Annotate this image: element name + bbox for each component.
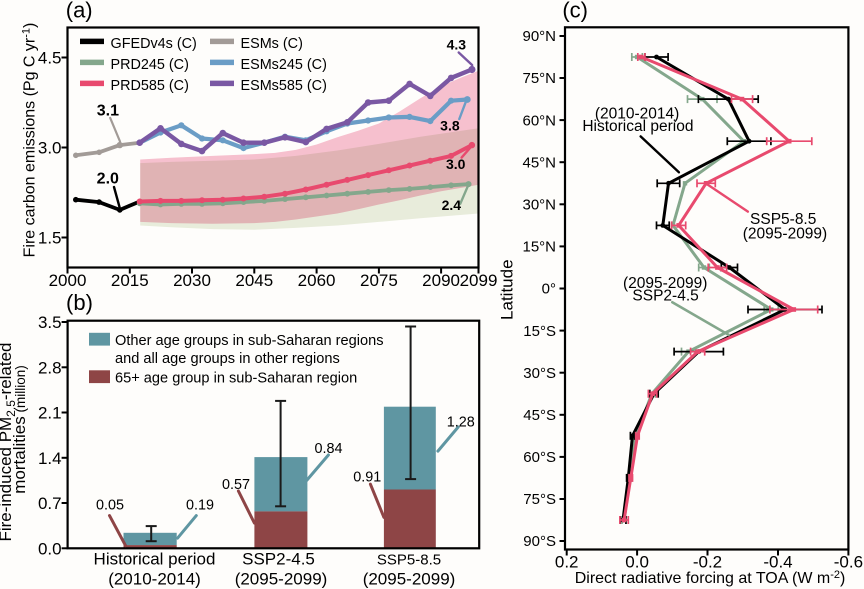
svg-text:-0.6: -0.6 <box>834 553 863 572</box>
svg-text:0.05: 0.05 <box>96 498 124 514</box>
svg-text:60°S: 60°S <box>523 449 556 466</box>
svg-text:0.57: 0.57 <box>222 477 250 493</box>
svg-text:Fire-induced PM2.5-related: Fire-induced PM2.5-related <box>0 342 18 541</box>
svg-text:3.1: 3.1 <box>97 103 119 120</box>
svg-text:ESMs585 (C): ESMs585 (C) <box>241 78 327 94</box>
svg-text:1.28: 1.28 <box>447 415 475 431</box>
svg-text:-0.4: -0.4 <box>763 553 792 572</box>
svg-text:(2095-2099): (2095-2099) <box>235 570 328 589</box>
svg-text:0.0: 0.0 <box>38 539 62 558</box>
svg-text:15°N: 15°N <box>522 239 556 256</box>
svg-text:3.0: 3.0 <box>446 156 466 172</box>
svg-text:and all age groups in other re: and all age groups in other regions <box>115 351 340 367</box>
svg-text:2090: 2090 <box>422 271 460 290</box>
svg-text:SSP5-8.5: SSP5-8.5 <box>750 211 816 228</box>
svg-text:GFEDv4s (C): GFEDv4s (C) <box>111 36 197 52</box>
svg-text:mortalities (million): mortalities (million) <box>10 365 29 493</box>
svg-text:PRD245 (C): PRD245 (C) <box>111 57 189 73</box>
svg-text:2060: 2060 <box>298 271 336 290</box>
svg-text:0.19: 0.19 <box>186 498 214 514</box>
svg-text:3.8: 3.8 <box>440 118 460 134</box>
svg-text:0.2: 0.2 <box>555 553 579 572</box>
svg-text:75°N: 75°N <box>522 70 556 87</box>
svg-text:0°: 0° <box>542 281 556 298</box>
svg-text:90°N: 90°N <box>522 28 556 45</box>
svg-text:Other age groups in sub-Sahara: Other age groups in sub-Saharan regions <box>115 333 384 349</box>
svg-text:2.4: 2.4 <box>442 197 462 213</box>
svg-text:2030: 2030 <box>173 271 211 290</box>
svg-text:Historical period: Historical period <box>94 550 216 569</box>
svg-text:2099: 2099 <box>460 271 498 290</box>
svg-text:PRD585 (C): PRD585 (C) <box>111 78 189 94</box>
svg-text:2.0: 2.0 <box>97 171 119 188</box>
svg-text:90°S: 90°S <box>523 533 556 550</box>
svg-text:(c): (c) <box>562 0 588 23</box>
svg-text:SSP5-8.5: SSP5-8.5 <box>377 552 441 569</box>
svg-text:SSP2-4.5: SSP2-4.5 <box>242 550 315 569</box>
svg-text:0.0: 0.0 <box>625 553 649 572</box>
svg-text:60°N: 60°N <box>522 112 556 129</box>
svg-text:-0.2: -0.2 <box>693 553 722 572</box>
svg-text:30°S: 30°S <box>523 365 556 382</box>
svg-text:4.5: 4.5 <box>38 49 62 68</box>
svg-text:(2095-2099): (2095-2099) <box>743 225 827 242</box>
svg-text:45°S: 45°S <box>523 407 556 424</box>
svg-text:(2095-2099): (2095-2099) <box>623 275 707 292</box>
svg-text:75°S: 75°S <box>523 491 556 508</box>
svg-text:Fire carbon emissions (Pg C yr: Fire carbon emissions (Pg C yr-1) <box>21 23 39 258</box>
svg-text:4.3: 4.3 <box>447 36 467 52</box>
svg-text:30°N: 30°N <box>522 197 556 214</box>
svg-text:1.5: 1.5 <box>38 229 62 248</box>
svg-text:0.91: 0.91 <box>353 470 381 486</box>
svg-text:ESMs245 (C): ESMs245 (C) <box>241 57 327 73</box>
svg-text:0.7: 0.7 <box>38 494 62 513</box>
svg-text:(a): (a) <box>66 0 93 23</box>
svg-text:2.1: 2.1 <box>38 404 62 423</box>
svg-text:65+ age group in sub-Saharan r: 65+ age group in sub-Saharan region <box>115 371 357 387</box>
svg-text:15°S: 15°S <box>523 323 556 340</box>
svg-text:Historical period: Historical period <box>582 118 693 135</box>
svg-text:3.5: 3.5 <box>38 313 62 332</box>
svg-text:2015: 2015 <box>111 271 149 290</box>
svg-text:1.4: 1.4 <box>38 449 62 468</box>
svg-text:(2010-2014): (2010-2014) <box>108 570 201 589</box>
svg-text:Direct radiative forcing at TO: Direct radiative forcing at TOA (W m-2) <box>575 569 846 587</box>
svg-text:Latitude: Latitude <box>498 259 517 320</box>
svg-text:0.84: 0.84 <box>314 441 342 457</box>
svg-text:2000: 2000 <box>49 271 87 290</box>
svg-text:ESMs (C): ESMs (C) <box>241 36 303 52</box>
svg-text:(2010-2014): (2010-2014) <box>595 105 679 122</box>
svg-text:2045: 2045 <box>235 271 273 290</box>
svg-text:45°N: 45°N <box>522 154 556 171</box>
svg-text:SSP2-4.5: SSP2-4.5 <box>632 288 698 305</box>
svg-text:(b): (b) <box>66 290 93 315</box>
svg-text:(2095-2099): (2095-2099) <box>363 570 456 589</box>
svg-text:2.8: 2.8 <box>38 358 62 377</box>
svg-text:2075: 2075 <box>360 271 398 290</box>
svg-text:3.0: 3.0 <box>38 139 62 158</box>
